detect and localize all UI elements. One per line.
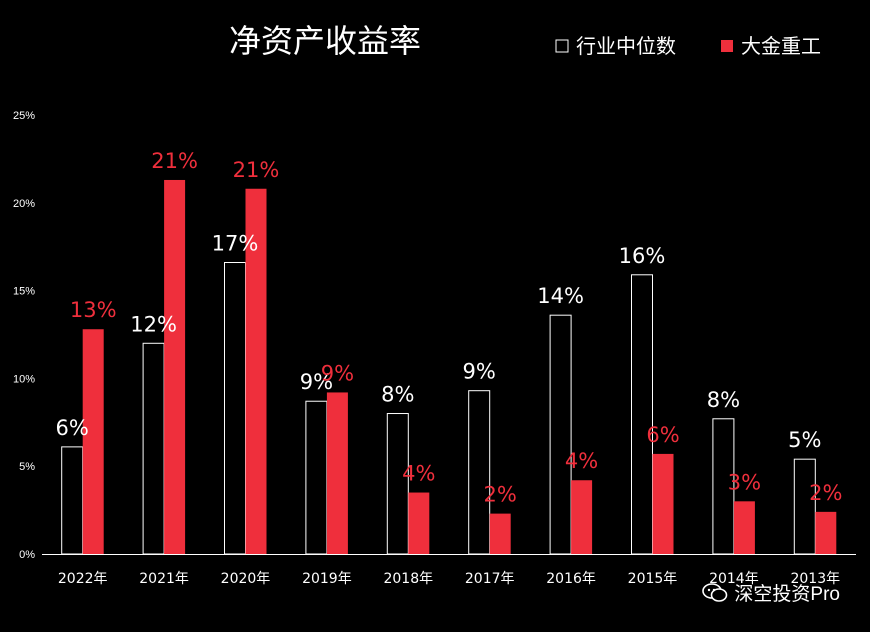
x-tick-label: 2017年 bbox=[465, 571, 515, 587]
legend-swatch-industry-median bbox=[555, 39, 569, 53]
bar-dajin bbox=[82, 329, 104, 554]
y-tick-label: 0% bbox=[19, 549, 35, 561]
y-tick-label: 5% bbox=[19, 461, 35, 473]
bar-dajin bbox=[245, 188, 267, 554]
data-label-industry-median: 8% bbox=[707, 388, 740, 412]
x-tick-label: 2019年 bbox=[302, 571, 352, 587]
y-tick-label: 25% bbox=[13, 110, 35, 122]
data-label-dajin: 2% bbox=[484, 483, 517, 507]
bar-dajin bbox=[326, 392, 348, 554]
data-label-industry-median: 6% bbox=[56, 416, 89, 440]
data-label-industry-median: 5% bbox=[788, 428, 821, 452]
bar-industry-median bbox=[793, 458, 816, 555]
y-tick-label: 15% bbox=[13, 286, 35, 298]
bar-dajin bbox=[815, 511, 837, 554]
data-labels: 6%13%12%21%17%21%9%9%8%4%9%2%14%4%16%6%8… bbox=[56, 149, 843, 507]
data-label-industry-median: 12% bbox=[130, 312, 177, 336]
data-label-dajin: 3% bbox=[728, 470, 761, 494]
x-tick-label: 2022年 bbox=[58, 571, 108, 587]
data-label-dajin: 21% bbox=[151, 149, 198, 173]
data-label-industry-median: 17% bbox=[212, 232, 259, 256]
y-tick-label: 10% bbox=[13, 373, 35, 385]
data-label-industry-median: 8% bbox=[381, 383, 414, 407]
bar-dajin bbox=[408, 492, 430, 554]
data-label-industry-median: 16% bbox=[619, 244, 666, 268]
wechat-icon bbox=[702, 582, 728, 602]
bar-industry-median bbox=[142, 342, 165, 555]
data-label-dajin: 2% bbox=[809, 481, 842, 505]
bar-industry-median bbox=[305, 400, 328, 555]
bar-industry-median bbox=[631, 274, 653, 555]
data-label-dajin: 21% bbox=[233, 158, 280, 182]
data-label-dajin: 4% bbox=[402, 462, 435, 486]
bars bbox=[61, 179, 837, 555]
x-tick-label: 2015年 bbox=[628, 571, 678, 587]
x-axis: 2022年 2021年 2020年 2019年 2018年 2017年 2016年 2015年… bbox=[42, 554, 856, 587]
legend-swatch-dajin bbox=[721, 40, 733, 52]
y-axis: 25% 20% 15% 10% 5% 0% bbox=[13, 110, 35, 561]
data-label-industry-median: 14% bbox=[537, 284, 584, 308]
x-tick-label: 2018年 bbox=[383, 571, 433, 587]
bar-dajin bbox=[733, 501, 755, 554]
y-tick-label: 20% bbox=[13, 198, 35, 210]
bar-dajin bbox=[571, 480, 593, 554]
data-label-industry-median: 9% bbox=[300, 370, 333, 394]
data-label-dajin: 4% bbox=[565, 449, 598, 473]
x-tick-label: 2014年 bbox=[709, 571, 759, 587]
bar-dajin bbox=[164, 179, 186, 555]
data-label-dajin: 9% bbox=[321, 361, 354, 385]
legend-label-industry-median: 行业中位数 bbox=[576, 34, 676, 58]
legend-label-dajin: 大金重工 bbox=[741, 34, 821, 58]
watermark: 深空投资Pro bbox=[702, 579, 840, 606]
data-label-dajin: 6% bbox=[646, 423, 679, 447]
x-tick-label: 2020年 bbox=[221, 571, 271, 587]
bar-dajin bbox=[652, 453, 674, 554]
bar-industry-median bbox=[61, 446, 84, 555]
x-tick-label: 2016年 bbox=[546, 571, 596, 587]
x-tick-label: 2013年 bbox=[790, 571, 840, 587]
data-label-dajin: 13% bbox=[70, 298, 117, 322]
legend: 行业中位数 大金重工 bbox=[555, 34, 821, 58]
bar-industry-median bbox=[468, 390, 491, 555]
bar-dajin bbox=[489, 513, 511, 554]
x-tick-label: 2021年 bbox=[139, 571, 189, 587]
watermark-text: 深空投资Pro bbox=[734, 584, 840, 605]
bar-industry-median bbox=[549, 314, 572, 555]
chart-title: 净资产收益率 bbox=[229, 22, 421, 60]
bar-industry-median bbox=[224, 262, 246, 555]
data-label-industry-median: 9% bbox=[463, 360, 496, 384]
